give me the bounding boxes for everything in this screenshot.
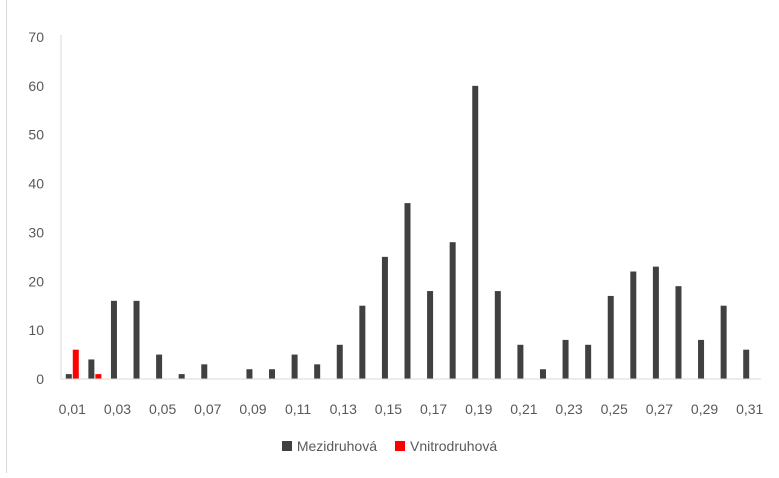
bar-series-1-0-13 [336,344,343,379]
x-tick-label: 0,07 [194,401,221,417]
bar-series-1-0-05 [156,354,163,379]
legend-swatch-series-2 [394,441,405,451]
bar-series-1-0-21 [517,344,524,379]
bars-group [65,85,750,380]
bar-series-1-0-16 [404,203,411,379]
x-tick-label: 0,05 [149,401,176,417]
y-axis: 0 10 20 30 40 50 60 70 [28,29,62,387]
bar-series-1-0-11 [291,354,298,379]
bar-series-1-0-30 [720,305,727,379]
x-tick-label: 0,09 [239,401,266,417]
x-tick-label: 0,27 [646,401,673,417]
bar-series-2-0-01 [72,349,79,379]
bar-series-1-0-18 [449,242,456,379]
bar-series-1-0-03 [110,300,117,379]
x-tick-label: 0,15 [375,401,402,417]
x-tick-label: 0,13 [330,401,357,417]
bar-series-1-0-24 [585,344,592,379]
x-tick-label: 0,01 [59,401,86,417]
y-tick-label: 50 [28,127,44,143]
bar-series-1-0-02 [88,359,95,379]
y-tick-label: 30 [28,224,44,240]
bar-series-1-0-09 [246,369,253,379]
bar-series-1-0-15 [381,256,388,379]
bar-series-1-0-17 [427,291,434,379]
x-tick-label: 0,31 [736,401,763,417]
bar-series-1-0-26 [630,271,637,379]
legend-swatch-series-1 [281,441,292,451]
bar-series-1-0-22 [539,369,546,379]
bar-series-1-0-23 [562,339,569,379]
y-tick-label: 70 [28,29,44,45]
bar-series-2-0-02 [95,374,102,379]
bar-series-1-0-12 [314,364,321,379]
x-tick-label: 0,11 [285,401,311,417]
y-tick-label: 40 [28,176,44,192]
y-tick-label: 60 [28,78,44,94]
x-tick-label: 0,21 [510,401,537,417]
bar-series-1-0-19 [472,85,479,380]
legend-label-series-2: Vnitrodruhová [409,438,498,454]
x-axis: 0,01 0,03 0,05 0,07 0,09 0,11 0,13 0,15 0,17 0,19… [59,378,764,417]
y-tick-label: 0 [36,371,44,387]
bar-series-1-0-14 [359,305,366,379]
bar-series-1-0-10 [269,369,276,379]
bar-series-1-0-06 [178,374,185,379]
x-tick-label: 0,03 [104,401,131,417]
bar-series-1-0-27 [652,266,659,379]
bar-series-1-0-31 [743,349,750,379]
bar-series-1-0-07 [201,364,208,379]
x-tick-label: 0,25 [601,401,628,417]
y-tick-label: 10 [28,322,44,338]
bar-series-1-0-04 [133,300,140,379]
bar-series-1-0-01 [65,374,72,379]
bar-series-1-0-25 [607,295,614,379]
legend: Mezidruhová Vnitrodruhová [0,438,779,454]
x-tick-label: 0,19 [465,401,492,417]
legend-item-series-1: Mezidruhová [281,438,377,454]
bar-series-1-0-29 [698,339,705,379]
frame-border [6,0,7,473]
bar-series-1-0-28 [675,286,682,379]
bar-series-1-0-20 [494,291,501,379]
x-tick-label: 0,29 [691,401,718,417]
y-tick-label: 20 [28,273,44,289]
legend-label-series-1: Mezidruhová [296,438,377,454]
x-tick-label: 0,23 [555,401,582,417]
x-tick-label: 0,17 [420,401,447,417]
legend-item-series-2: Vnitrodruhová [394,438,498,454]
